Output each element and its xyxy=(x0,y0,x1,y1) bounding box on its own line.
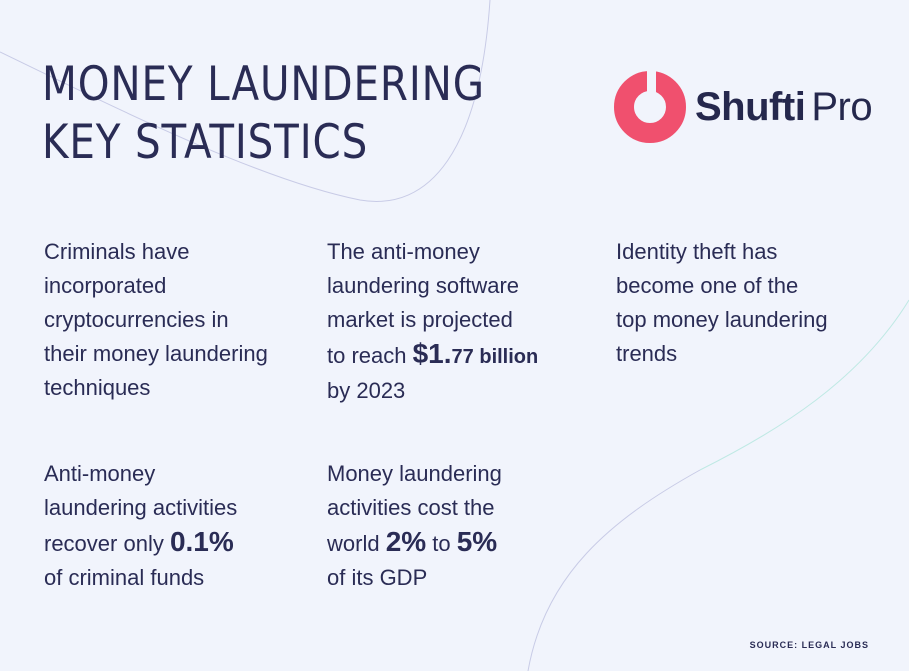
stat-gdp-high: 5% xyxy=(456,526,498,557)
stat-recovery: Anti-money laundering activities recover… xyxy=(44,461,238,590)
stat-software-market: The anti-money laundering software marke… xyxy=(327,239,539,403)
logo-word-shufti: Shufti xyxy=(695,85,806,129)
page-title: MONEY LAUNDERING KEY STATISTICS xyxy=(42,56,485,172)
stat-percent: 0.1% xyxy=(169,526,234,557)
stat-gdp-cost: Money laundering activities cost the wor… xyxy=(327,461,502,590)
title-line-1: MONEY LAUNDERING xyxy=(42,57,485,112)
stat-gdp-low: 2% xyxy=(385,526,427,557)
source-caption: SOURCE: LEGAL JOBS xyxy=(749,640,869,650)
title-line-2: KEY STATISTICS xyxy=(42,115,369,170)
shufti-pro-logo: Shufti Pro xyxy=(613,70,873,146)
stat-identity-theft: Identity theft has become one of the top… xyxy=(616,239,828,366)
stat-amount-unit: 77 billion xyxy=(451,346,539,368)
logo-ring-icon xyxy=(614,70,686,143)
stat-amount: $1. xyxy=(412,338,452,369)
stat-crypto: Criminals have incorporated cryptocurren… xyxy=(44,239,268,400)
logo-word-pro: Pro xyxy=(811,85,873,129)
logo-wordmark: Shufti Pro xyxy=(695,83,873,131)
